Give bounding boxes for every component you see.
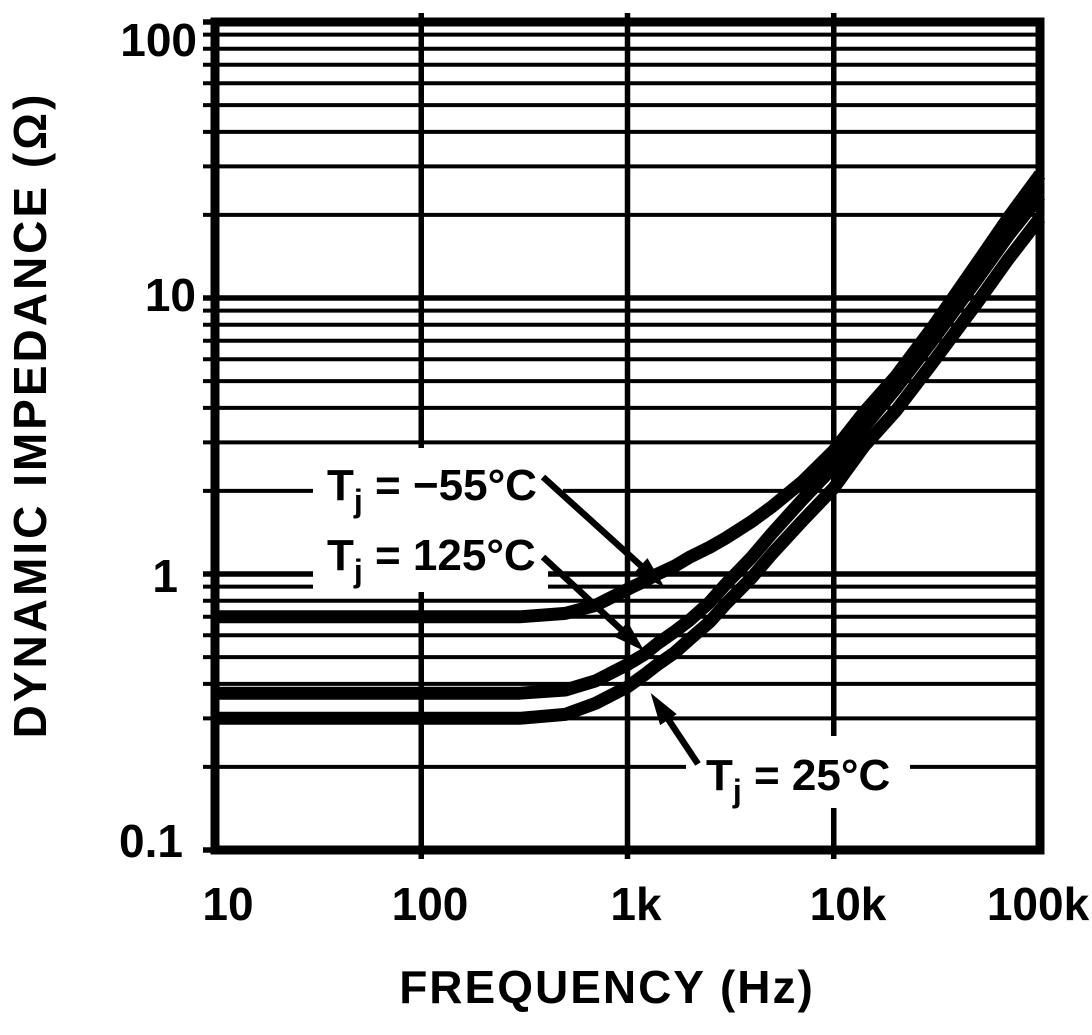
x-tick-100k: 100k — [987, 878, 1090, 930]
annotation-arrow-line-2 — [661, 711, 701, 766]
x-tick-10: 10 — [202, 878, 253, 930]
x-tick-1k: 1k — [610, 878, 662, 930]
grid-layer — [203, 13, 1045, 859]
annotation-arrow-line-1 — [540, 554, 630, 638]
annotation-arrowhead-2 — [650, 693, 677, 726]
y-tick-10: 10 — [145, 269, 196, 321]
text-layer: 100 10 1 0.1 10 100 1k 10k 100k FREQUENC… — [4, 14, 1090, 1013]
annotation-bg-0 — [313, 448, 563, 524]
curve-0-tj-55-c — [215, 170, 1045, 624]
y-tick-0-1: 0.1 — [119, 815, 183, 867]
annotation-tj-125: Tj = 125°C — [327, 531, 536, 589]
curve-2-tj-25-c — [215, 214, 1045, 725]
annotation-bg-1 — [313, 517, 548, 592]
annotation-tj-25: Tj = 25°C — [706, 751, 890, 809]
y-axis-title: DYNAMIC IMPEDANCE (Ω) — [4, 92, 56, 739]
annotation-arrow-line-0 — [540, 474, 649, 574]
annotation-arrowhead-1 — [614, 621, 645, 652]
annotation-bg-2 — [686, 736, 910, 808]
plot-frame — [210, 17, 1045, 855]
annotation-arrowhead-0 — [634, 558, 665, 588]
y-tick-100: 100 — [120, 14, 197, 66]
x-axis-title: FREQUENCY (Hz) — [399, 961, 815, 1013]
curves-layer — [215, 170, 1045, 725]
x-tick-10k: 10k — [810, 878, 887, 930]
curve-1-tj-125-c — [215, 191, 1045, 700]
annotation-tj-minus55: Tj = −55°C — [327, 461, 537, 519]
y-tick-1: 1 — [152, 550, 178, 602]
x-tick-100: 100 — [392, 878, 469, 930]
annotation-arrows-layer — [313, 448, 910, 808]
